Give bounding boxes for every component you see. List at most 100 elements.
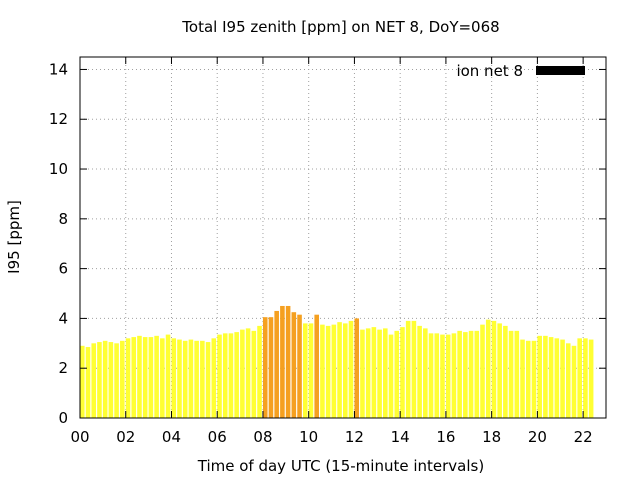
y-tick-label: 0 — [58, 409, 68, 427]
x-tick-label: 04 — [162, 428, 181, 446]
bar — [423, 328, 428, 418]
bar — [148, 337, 154, 418]
bar — [165, 334, 171, 418]
bar — [417, 325, 422, 418]
bar — [428, 333, 434, 418]
bar — [485, 319, 491, 418]
bar — [383, 328, 388, 418]
bar — [91, 343, 97, 418]
bar — [102, 340, 108, 418]
bar — [325, 325, 331, 418]
x-tick-label: 02 — [116, 428, 135, 446]
bar — [491, 320, 497, 418]
bar — [268, 317, 274, 418]
bar — [451, 333, 457, 418]
bar — [525, 340, 531, 418]
bar — [320, 324, 325, 418]
x-tick-label: 16 — [436, 428, 455, 446]
bar — [108, 342, 114, 418]
y-tick-label: 6 — [58, 260, 68, 278]
bar — [508, 330, 514, 418]
x-tick-label: 08 — [253, 428, 272, 446]
bar — [240, 329, 245, 418]
x-tick-label: 00 — [70, 428, 89, 446]
bar — [114, 343, 119, 418]
bar — [468, 330, 474, 418]
bar — [360, 329, 365, 418]
y-tick-label: 2 — [58, 359, 68, 377]
bar — [503, 325, 508, 418]
bar — [171, 338, 177, 418]
x-tick-label: 20 — [528, 428, 547, 446]
x-tick-label: 22 — [574, 428, 593, 446]
bar — [80, 345, 85, 418]
bar — [222, 333, 228, 418]
bar — [497, 323, 502, 418]
bar — [394, 330, 400, 418]
bar — [291, 312, 297, 418]
bar — [520, 339, 525, 418]
bar — [154, 335, 159, 418]
bar — [245, 328, 251, 418]
x-axis-label: Time of day UTC (15-minute intervals) — [197, 457, 484, 475]
y-tick-label: 4 — [58, 309, 68, 327]
chart-title: Total I95 zenith [ppm] on NET 8, DoY=068 — [181, 18, 499, 36]
legend-label: ion net 8 — [456, 62, 523, 80]
legend: ion net 8 — [456, 62, 585, 80]
bar — [405, 320, 411, 418]
bar — [577, 338, 582, 418]
x-tick-label: 12 — [345, 428, 364, 446]
x-tick-label: 14 — [391, 428, 410, 446]
bar — [571, 345, 577, 418]
bar — [120, 340, 125, 418]
bar — [280, 305, 285, 418]
y-tick-label: 8 — [58, 210, 68, 228]
bar — [434, 333, 440, 418]
bar — [531, 340, 537, 418]
bar — [285, 305, 291, 418]
plot-frame — [79, 56, 607, 419]
bar — [188, 339, 194, 418]
x-tick-label: 06 — [208, 428, 227, 446]
legend-swatch — [536, 66, 585, 75]
bar — [411, 320, 417, 418]
bar — [445, 334, 451, 418]
bar — [274, 310, 279, 418]
bar — [131, 337, 137, 418]
y-tick-label: 12 — [49, 110, 68, 128]
bar — [554, 338, 560, 418]
bar — [308, 323, 314, 418]
bar — [262, 317, 268, 418]
bar — [97, 342, 102, 418]
bar — [583, 338, 588, 418]
bar — [354, 318, 360, 418]
y-tick-label: 10 — [49, 160, 68, 178]
bar — [194, 340, 199, 418]
bar — [177, 339, 182, 418]
bar — [365, 328, 371, 418]
bar — [543, 335, 548, 418]
bars — [80, 305, 594, 418]
bar — [514, 330, 520, 418]
bar — [337, 322, 342, 418]
bar — [348, 320, 354, 418]
bar — [217, 334, 222, 418]
bar — [548, 337, 554, 418]
bar — [234, 332, 239, 418]
bar — [85, 347, 91, 418]
bar — [211, 338, 217, 418]
y-tick-label: 14 — [49, 60, 68, 78]
bar — [200, 340, 205, 418]
x-tick-label: 18 — [482, 428, 501, 446]
y-axis-label: I95 [ppm] — [5, 200, 23, 274]
x-tick-label: 10 — [299, 428, 318, 446]
bar — [302, 323, 308, 418]
bar — [440, 334, 445, 418]
bar — [377, 329, 382, 418]
bar — [125, 338, 131, 418]
bar — [457, 330, 462, 418]
bar — [400, 327, 405, 418]
bar — [388, 334, 394, 418]
